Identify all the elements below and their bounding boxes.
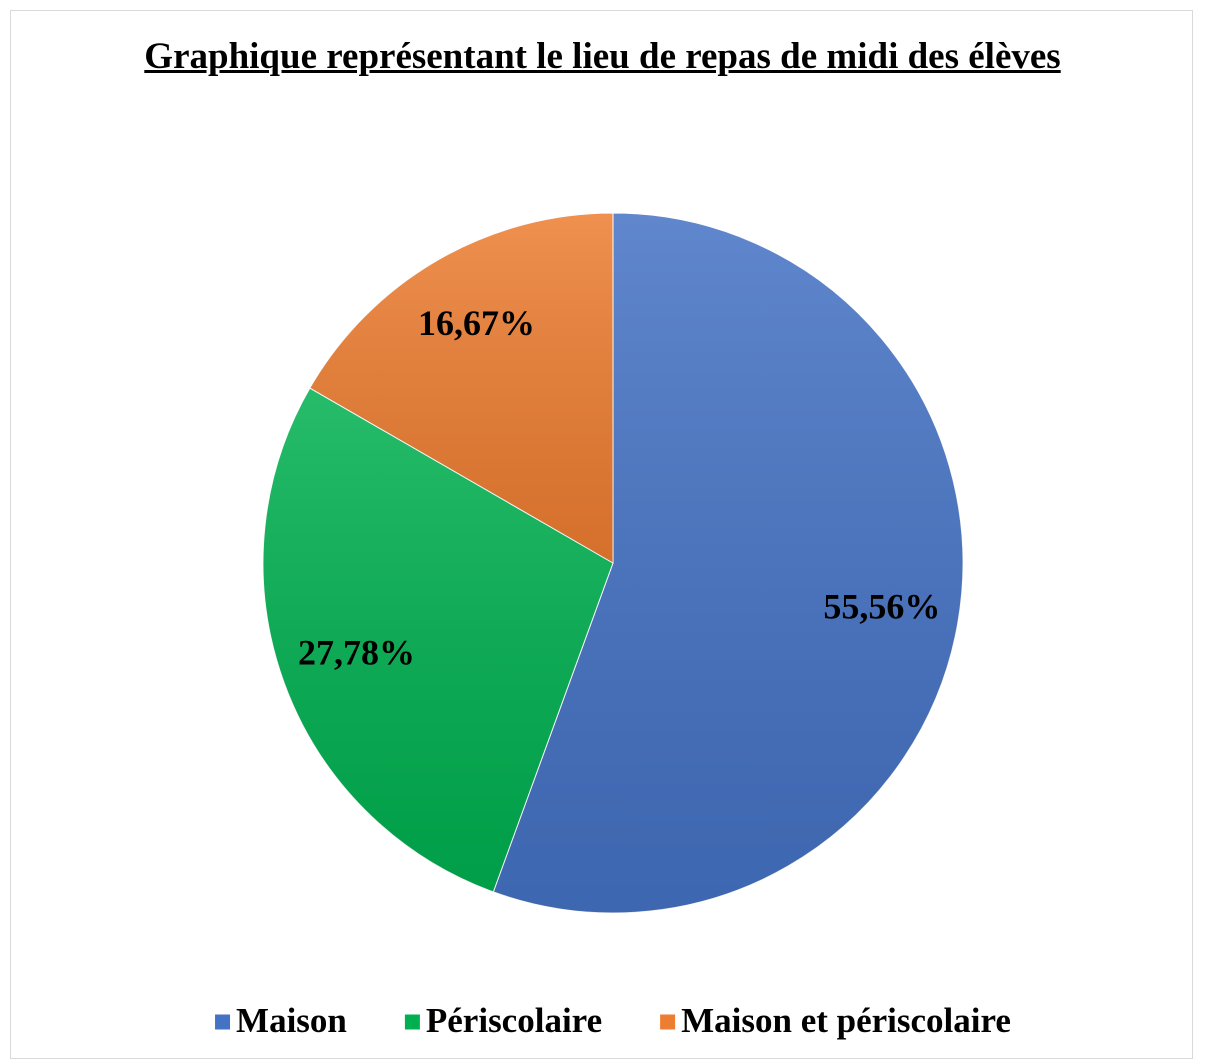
legend-swatch [660, 1014, 676, 1030]
data-label: 16,67% [418, 303, 535, 343]
data-label: 27,78% [298, 633, 415, 673]
chart-title: Graphique représentant le lieu de repas … [144, 36, 1061, 77]
legend-label: Maison et périscolaire [681, 1001, 1011, 1040]
legend-swatch [215, 1014, 231, 1030]
chart-frame [10, 10, 1193, 1059]
legend-label: Périscolaire [426, 1001, 602, 1040]
legend-label: Maison [236, 1001, 347, 1040]
data-label: 55,56% [823, 587, 940, 627]
legend-swatch [404, 1014, 420, 1030]
